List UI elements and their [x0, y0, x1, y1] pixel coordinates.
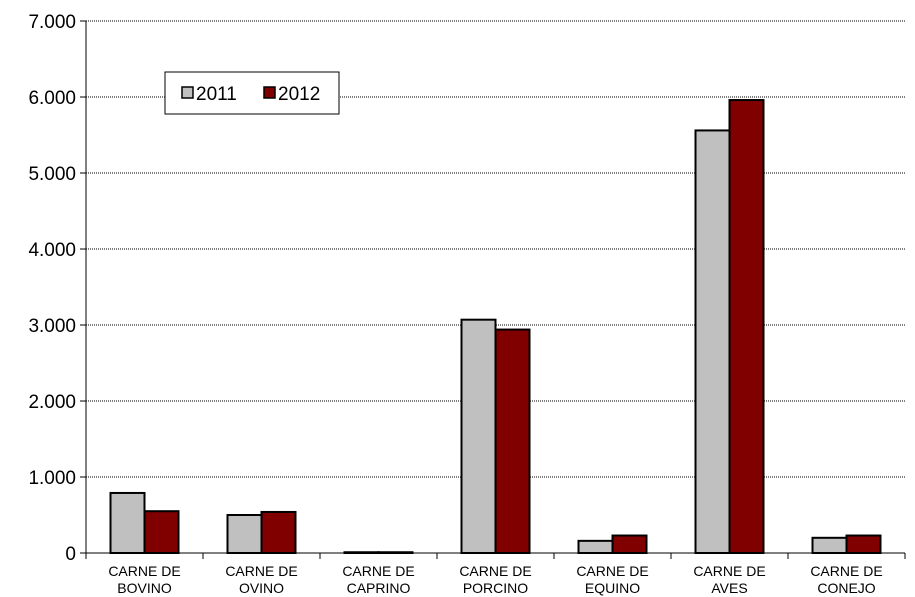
y-tick-label: 7.000 [28, 12, 76, 33]
x-category-label: BOVINO [117, 580, 172, 596]
bar-2011-0 [109, 491, 146, 554]
x-category-label: OVINO [239, 580, 284, 596]
legend-swatch-2012 [263, 86, 276, 99]
y-tick-label: 6.000 [28, 88, 76, 109]
bar-2011-1 [226, 514, 263, 554]
bar-2011-4 [577, 539, 614, 555]
x-category-label: CARNE DE [693, 563, 765, 579]
x-category-label: CARNE DE [342, 563, 414, 579]
bar-2011-3 [460, 318, 497, 554]
y-axis-ticks: 0 1.000 2.000 3.000 4.000 5.000 6.000 7.000 [28, 12, 86, 565]
x-category-label: CAPRINO [347, 580, 411, 596]
legend: 2011 2012 [164, 71, 340, 115]
x-category-label: CONEJO [817, 580, 875, 596]
x-category-label: AVES [711, 580, 747, 596]
legend-label-2011: 2011 [196, 84, 237, 105]
legend-box [164, 71, 340, 115]
bar-2012-5 [728, 99, 765, 554]
y-tick-label: 1.000 [28, 468, 76, 489]
y-tick-label: 5.000 [28, 164, 76, 185]
x-category-label: CARNE DE [576, 563, 648, 579]
bars [109, 99, 882, 555]
x-category-label: CARNE DE [810, 563, 882, 579]
bar-2012-0 [143, 510, 180, 555]
y-tick-label: 0 [65, 544, 76, 565]
bar-2012-3 [494, 328, 531, 554]
x-category-label: EQUINO [585, 580, 640, 596]
x-category-label: CARNE DE [108, 563, 180, 579]
gridlines [86, 20, 905, 478]
y-tick-label: 2.000 [28, 392, 76, 413]
bar-2012-4 [611, 534, 648, 555]
x-category-label: CARNE DE [459, 563, 531, 579]
x-category-label: CARNE DE [225, 563, 297, 579]
legend-swatch-2011 [181, 86, 194, 99]
y-tick-label: 3.000 [28, 316, 76, 337]
bar-2011-5 [694, 129, 731, 554]
bar-2011-6 [811, 536, 848, 554]
x-category-label: PORCINO [463, 580, 528, 596]
axes [85, 21, 905, 554]
bar-2012-6 [845, 534, 882, 555]
bar-2012-1 [260, 510, 297, 554]
y-tick-label: 4.000 [28, 240, 76, 261]
legend-label-2012: 2012 [278, 84, 320, 105]
